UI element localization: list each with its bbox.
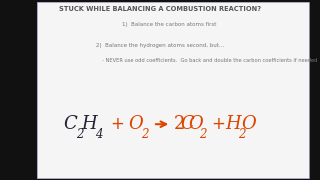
Bar xyxy=(310,0,320,180)
Text: 2: 2 xyxy=(141,129,148,141)
Text: C: C xyxy=(180,115,194,133)
Text: 4: 4 xyxy=(95,129,103,141)
Text: 2: 2 xyxy=(76,129,84,141)
Text: +: + xyxy=(110,115,124,133)
Text: O: O xyxy=(242,115,256,133)
Text: 2: 2 xyxy=(199,129,207,141)
Text: H: H xyxy=(226,115,242,133)
Bar xyxy=(0,0,35,180)
Text: O: O xyxy=(188,115,203,133)
FancyBboxPatch shape xyxy=(37,2,309,178)
Text: - NEVER use odd coefficients.  Go back and double the carbon coefficients if nee: - NEVER use odd coefficients. Go back an… xyxy=(102,58,318,63)
Text: 2: 2 xyxy=(173,115,185,133)
Text: H: H xyxy=(81,115,97,133)
Text: 1)  Balance the carbon atoms first: 1) Balance the carbon atoms first xyxy=(122,22,216,27)
Text: O: O xyxy=(129,115,143,133)
Text: 2: 2 xyxy=(238,129,246,141)
Text: +: + xyxy=(212,115,226,133)
Text: C: C xyxy=(64,115,77,133)
Text: 2)  Balance the hydrogen atoms second, but...: 2) Balance the hydrogen atoms second, bu… xyxy=(96,43,224,48)
Text: STUCK WHILE BALANCING A COMBUSTION REACTION?: STUCK WHILE BALANCING A COMBUSTION REACT… xyxy=(59,6,261,12)
